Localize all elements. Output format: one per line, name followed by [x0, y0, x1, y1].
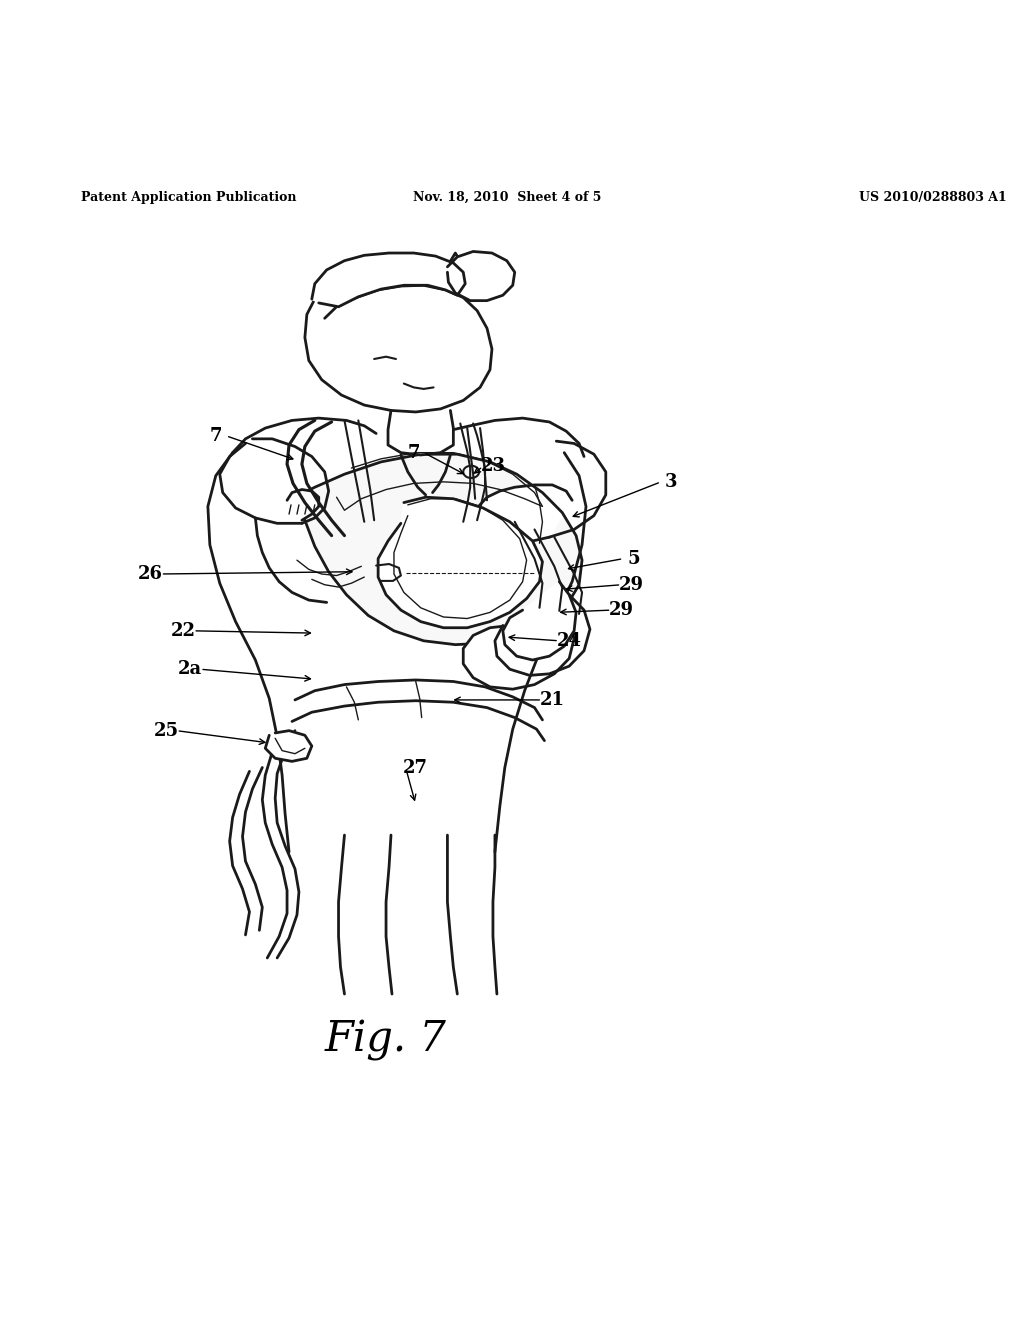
Polygon shape: [495, 595, 590, 676]
Text: 29: 29: [620, 576, 644, 594]
Text: 26: 26: [138, 565, 163, 583]
Polygon shape: [503, 582, 577, 660]
Polygon shape: [473, 484, 572, 544]
Polygon shape: [447, 252, 515, 301]
Text: 25: 25: [154, 722, 179, 739]
Text: 5: 5: [627, 549, 640, 568]
Text: 24: 24: [557, 632, 582, 649]
Polygon shape: [305, 285, 492, 412]
Text: 29: 29: [609, 601, 634, 619]
Polygon shape: [394, 499, 526, 619]
Polygon shape: [463, 598, 574, 689]
Text: Patent Application Publication: Patent Application Publication: [81, 191, 297, 205]
Text: 27: 27: [403, 759, 428, 776]
Text: 7: 7: [210, 426, 222, 445]
Polygon shape: [295, 454, 582, 644]
Polygon shape: [265, 731, 311, 762]
Text: US 2010/0288803 A1: US 2010/0288803 A1: [859, 191, 1007, 205]
Polygon shape: [311, 253, 465, 306]
Text: 23: 23: [480, 458, 506, 475]
Text: 3: 3: [665, 473, 677, 491]
Text: 22: 22: [171, 622, 196, 640]
Text: Fig. 7: Fig. 7: [325, 1019, 446, 1061]
Polygon shape: [220, 444, 302, 523]
Polygon shape: [388, 411, 454, 455]
Text: 2a: 2a: [178, 660, 202, 678]
Text: 21: 21: [540, 690, 565, 709]
Polygon shape: [287, 490, 318, 520]
Polygon shape: [378, 498, 543, 628]
Text: Nov. 18, 2010  Sheet 4 of 5: Nov. 18, 2010 Sheet 4 of 5: [413, 191, 601, 205]
Text: 7: 7: [408, 444, 420, 462]
